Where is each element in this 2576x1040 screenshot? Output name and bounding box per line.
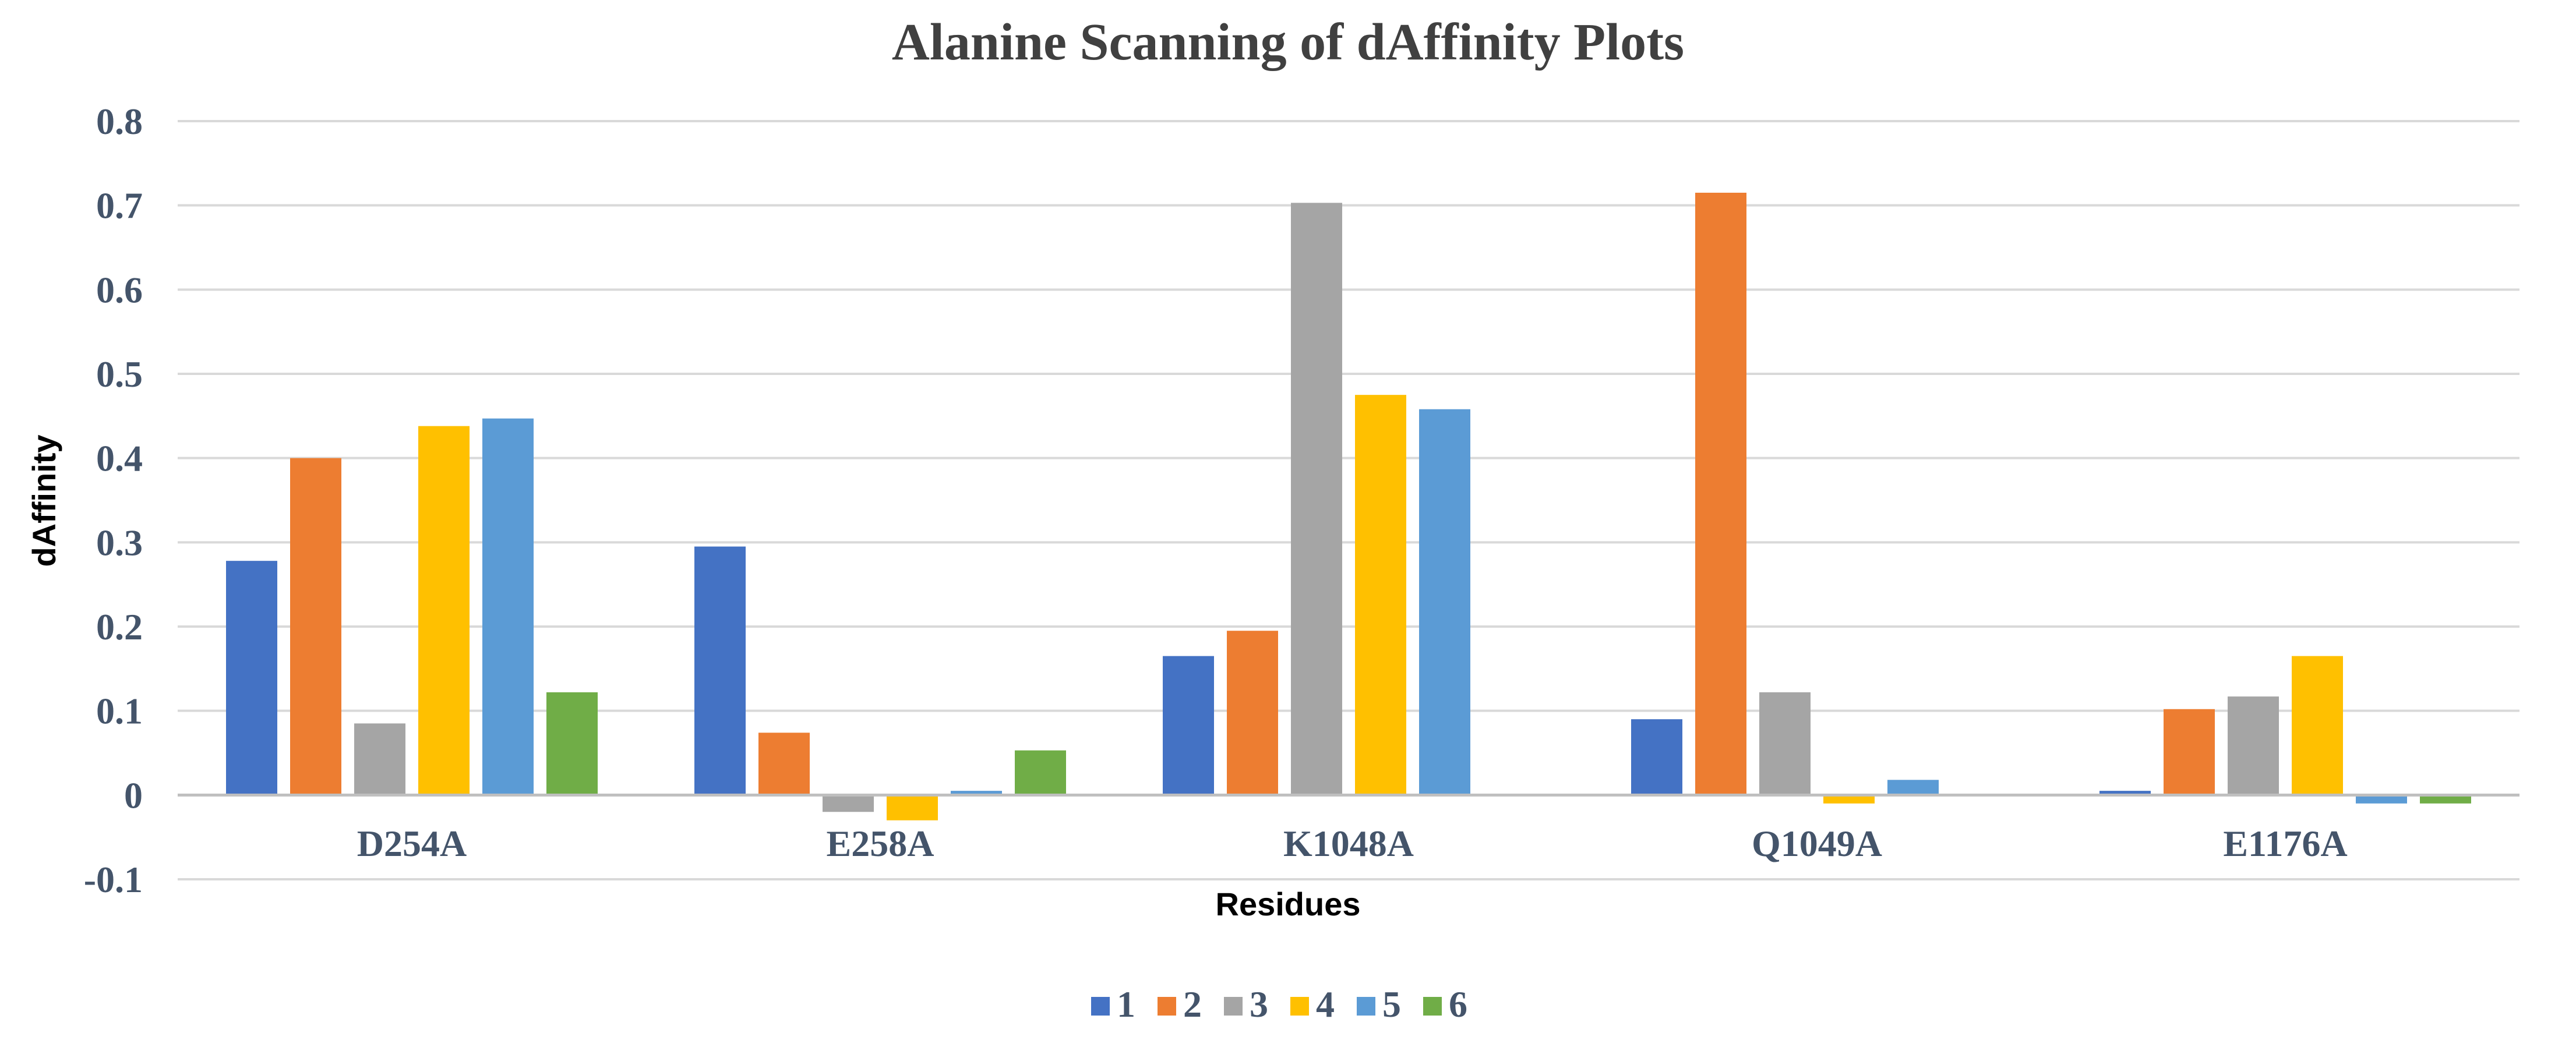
bar-q1049a-series-4 [1823,795,1875,804]
chart-title: Alanine Scanning of dAffinity Plots [892,13,1684,71]
bar-d254a-series-6 [546,692,598,795]
bar-q1049a-series-1 [1631,719,1682,795]
x-tick-label: E1176A [2223,823,2347,864]
bar-e258a-series-5 [951,791,1002,795]
y-tick-label: 0.2 [96,606,143,648]
legend-label-2: 2 [1183,984,1202,1025]
y-tick-label: -0.1 [84,859,143,900]
legend-swatch-5 [1357,997,1375,1016]
bar-e1176a-series-1 [2099,791,2151,795]
legend-swatch-2 [1158,997,1176,1016]
bar-e258a-series-2 [758,733,810,795]
legend-swatch-6 [1423,997,1442,1016]
bar-q1049a-series-3 [1759,692,1811,795]
y-tick-label: 0.4 [96,438,143,479]
bar-k1048a-series-4 [1355,395,1406,795]
bar-d254a-series-4 [418,426,470,795]
x-axis-ticks: D254A E258A K1048A Q1049A E1176A [357,823,2348,864]
x-axis-label: Residues [1216,886,1361,922]
legend-label-3: 3 [1250,984,1268,1025]
bar-k1048a-series-1 [1163,656,1214,795]
y-tick-label: 0.7 [96,185,143,227]
bar-d254a-series-2 [290,458,341,795]
y-tick-label: 0.6 [96,269,143,310]
x-tick-label: D254A [357,823,467,864]
bar-e258a-series-1 [694,546,746,795]
y-tick-label: 0.8 [96,101,143,142]
bar-e258a-series-4 [887,795,938,820]
bar-d254a-series-3 [354,723,405,795]
legend-label-1: 1 [1117,984,1135,1025]
legend-swatch-4 [1290,997,1309,1016]
bar-e1176a-series-3 [2228,696,2279,795]
gridlines [178,120,2519,880]
x-tick-label: K1048A [1283,823,1414,864]
bar-e258a-series-3 [823,795,874,812]
y-tick-label: 0.1 [96,691,143,732]
bar-d254a-series-5 [482,418,534,795]
bar-e1176a-series-6 [2420,795,2471,804]
bar-q1049a-series-5 [1887,780,1939,795]
bar-q1049a-series-2 [1695,192,1746,795]
bar-e1176a-series-2 [2164,709,2215,795]
bar-k1048a-series-5 [1419,409,1470,795]
legend-swatch-1 [1091,997,1110,1016]
y-tick-label: 0.3 [96,522,143,563]
y-axis-label: dAffinity [26,434,62,567]
bar-d254a-series-1 [226,561,277,795]
legend-label-6: 6 [1449,984,1467,1025]
x-tick-label: E258A [827,823,934,864]
y-tick-label: 0.5 [96,353,143,395]
legend-label-4: 4 [1316,984,1335,1025]
legend-label-5: 5 [1382,984,1401,1025]
bar-e1176a-series-4 [2292,656,2343,795]
legend-swatch-3 [1224,997,1243,1016]
legend: 1 2 3 4 5 6 [1091,984,1467,1025]
y-axis-ticks: 0.8 0.7 0.6 0.5 0.4 0.3 0.2 0.1 0 -0.1 [84,101,143,900]
y-tick-label: 0 [124,774,143,816]
bars [226,192,2471,820]
bar-k1048a-series-3 [1291,203,1342,795]
bar-e258a-series-6 [1015,750,1066,795]
bar-k1048a-series-2 [1227,631,1278,795]
x-tick-label: Q1049A [1752,823,1882,864]
bar-e1176a-series-5 [2356,795,2407,804]
